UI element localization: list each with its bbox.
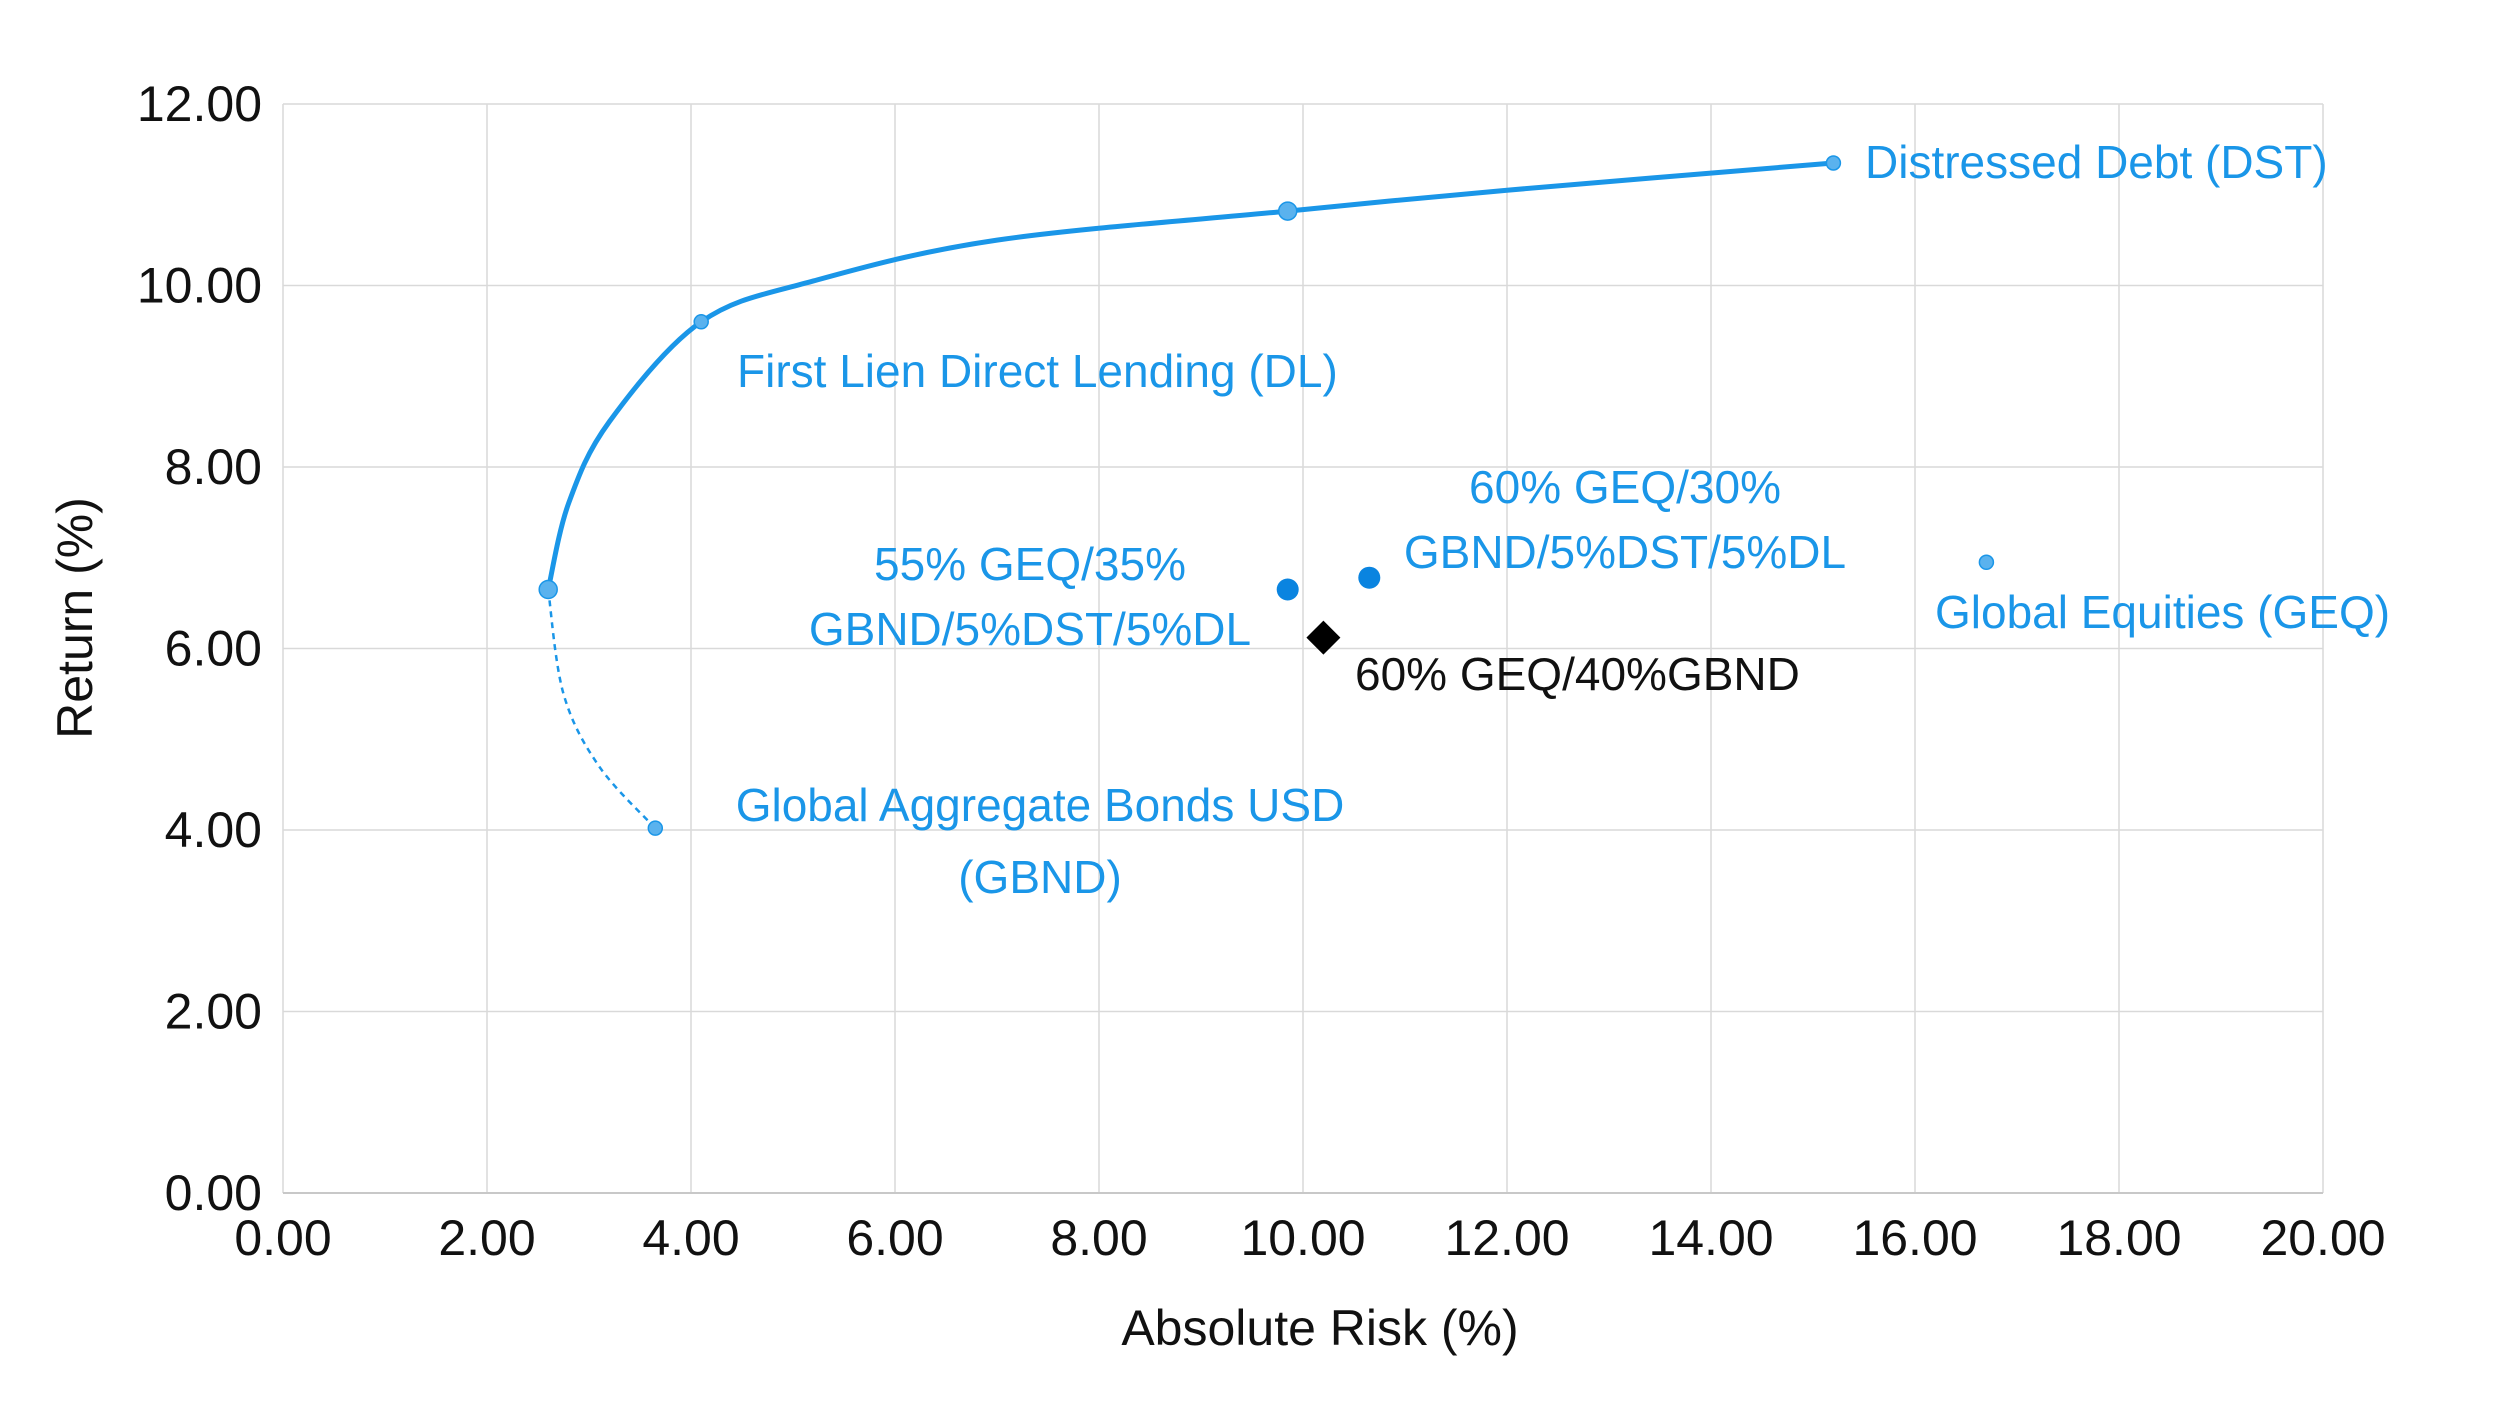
annotation-label: Global Aggregate Bonds USD xyxy=(736,779,1345,831)
x-tick-label: 8.00 xyxy=(1050,1210,1147,1266)
annotation-label: (GBND) xyxy=(958,851,1122,903)
annotations: Distressed Debt (DST) First Lien Direct L… xyxy=(736,136,2390,903)
annotation-label: GBND/5%DST/5%DL xyxy=(809,603,1251,655)
x-tick-label: 4.00 xyxy=(642,1210,739,1266)
efficient-frontier xyxy=(545,160,1836,830)
annotation-label: First Lien Direct Lending (DL) xyxy=(737,345,1338,397)
annotation-label: 60% GEQ/30% xyxy=(1469,461,1781,513)
y-tick-label: 12.00 xyxy=(137,76,262,132)
x-tick-label: 14.00 xyxy=(1648,1210,1773,1266)
annotation-label: 55% GEQ/35% xyxy=(874,538,1186,590)
x-tick-label: 10.00 xyxy=(1240,1210,1365,1266)
y-tick-label: 0.00 xyxy=(165,1165,262,1221)
point-marker xyxy=(647,820,664,836)
x-tick-label: 12.00 xyxy=(1444,1210,1569,1266)
y-tick-label: 4.00 xyxy=(165,802,262,858)
annotation-label: Distressed Debt (DST) xyxy=(1865,136,2328,188)
x-tick-label: 6.00 xyxy=(846,1210,943,1266)
x-tick-label: 18.00 xyxy=(2056,1210,2181,1266)
point-marker xyxy=(1276,578,1299,601)
gridlines xyxy=(282,103,2324,1194)
annotation-label: Global Equities (GEQ) xyxy=(1935,586,2390,638)
point-marker xyxy=(693,314,709,330)
point-marker xyxy=(538,579,558,600)
x-tick-label: 16.00 xyxy=(1852,1210,1977,1266)
y-tick-label: 6.00 xyxy=(165,621,262,677)
annotation-label: GBND/5%DST/5%DL xyxy=(1404,526,1846,578)
x-axis-title: Absolute Risk (%) xyxy=(1121,1300,1518,1356)
y-axis-title: Return (%) xyxy=(47,497,103,739)
x-tick-label: 0.00 xyxy=(234,1210,331,1266)
annotation-label: 60% GEQ/40%GBND xyxy=(1355,648,1800,700)
data-points xyxy=(538,155,1995,836)
x-tick-label: 20.00 xyxy=(2260,1210,2385,1266)
frontier-solid-line xyxy=(545,160,1836,593)
y-tick-label: 10.00 xyxy=(137,258,262,314)
y-tick-label: 2.00 xyxy=(165,984,262,1040)
diamond-marker xyxy=(1306,620,1341,655)
x-tick-label: 2.00 xyxy=(438,1210,535,1266)
point-marker xyxy=(1825,155,1842,171)
point-marker xyxy=(1978,554,1995,571)
point-marker xyxy=(1277,201,1298,221)
point-marker xyxy=(1358,566,1381,589)
y-tick-labels: 0.00 2.00 4.00 6.00 8.00 10.00 12.00 xyxy=(137,76,262,1221)
y-tick-label: 8.00 xyxy=(165,439,262,495)
x-tick-labels: 0.00 2.00 4.00 6.00 8.00 10.00 12.00 14.00 16.00… xyxy=(234,1210,2385,1266)
frontier-dashed-line xyxy=(546,589,657,830)
